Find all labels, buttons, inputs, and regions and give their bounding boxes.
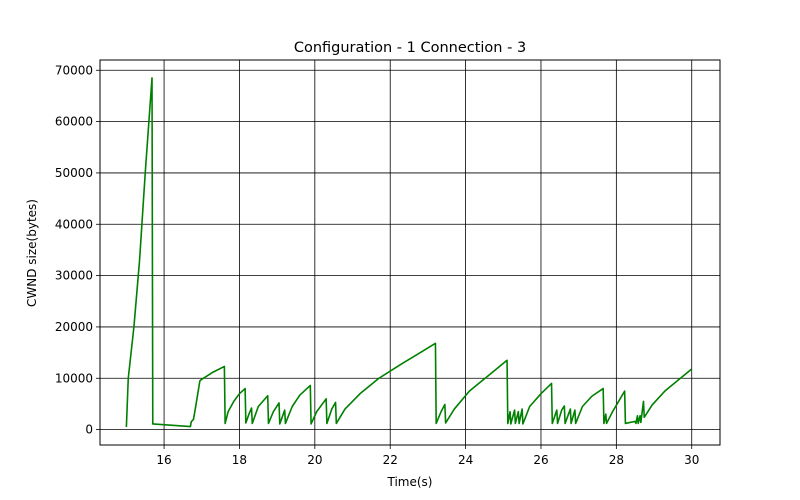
plot-frame xyxy=(99,59,721,446)
x-tick-label: 18 xyxy=(232,453,247,467)
axis-ticks: 16 18 20 22 24 26 28 30 0 10000 20000 30000 40000 500… xyxy=(55,63,700,467)
x-tick-label: 26 xyxy=(533,453,548,467)
grid-lines xyxy=(100,60,720,445)
y-tick-label: 30000 xyxy=(55,269,93,283)
series-line-cwnd xyxy=(125,77,693,428)
y-tick-label: 0 xyxy=(85,423,93,437)
y-tick-label: 20000 xyxy=(55,320,93,334)
x-axis-label: Time(s) xyxy=(387,475,433,489)
x-tick-label: 28 xyxy=(609,453,624,467)
y-axis-label: CWND size(bytes) xyxy=(25,199,39,307)
x-tick-label: 24 xyxy=(458,453,473,467)
y-tick-label: 60000 xyxy=(55,115,93,129)
x-tick-label: 22 xyxy=(383,453,398,467)
y-tick-label: 40000 xyxy=(55,217,93,231)
y-tick-label: 10000 xyxy=(55,371,93,385)
series-group xyxy=(125,77,693,428)
x-tick-label: 16 xyxy=(156,453,171,467)
x-tick-label: 20 xyxy=(307,453,322,467)
y-tick-label: 50000 xyxy=(55,166,93,180)
x-tick-label: 30 xyxy=(684,453,699,467)
y-tick-label: 70000 xyxy=(55,63,93,77)
chart-title: Configuration - 1 Connection - 3 xyxy=(294,40,526,56)
